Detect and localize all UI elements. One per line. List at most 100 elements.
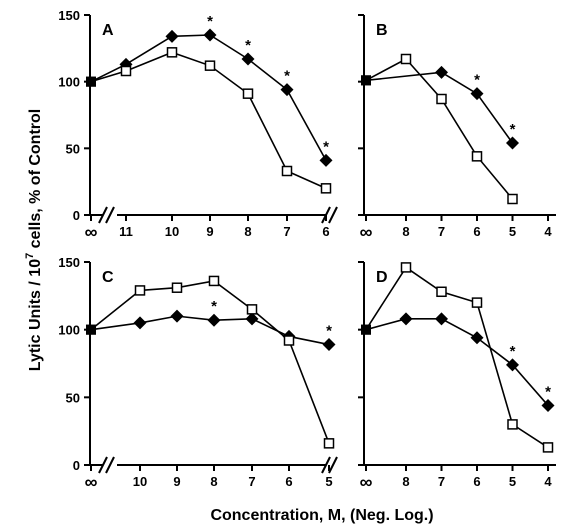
series-line-open-square: [365, 57, 514, 200]
y-axis-title-main: Lytic Units / 10: [27, 259, 44, 371]
x-tick-label: 6: [473, 224, 480, 239]
data-point-diamond: [470, 331, 484, 345]
data-point-square: [120, 65, 132, 77]
data-point-diamond: [170, 309, 184, 323]
y-tick-label: 0: [73, 458, 80, 473]
data-point-square: [242, 88, 254, 99]
x-tick-label: 5: [509, 224, 516, 239]
data-point-square: [436, 93, 447, 105]
series-line-filled-diamond: [365, 318, 549, 406]
series-line-filled-diamond: [90, 34, 327, 161]
significance-asterisk: *: [326, 323, 332, 340]
x-tick-label: ∞: [360, 222, 373, 242]
data-point-square: [507, 193, 518, 205]
y-tick-label: 150: [58, 255, 80, 270]
significance-asterisk: *: [545, 383, 551, 400]
y-tick-label: 150: [58, 8, 80, 23]
axis-break-mark: [328, 456, 338, 474]
data-point-square: [171, 282, 183, 293]
data-point-diamond: [203, 28, 217, 42]
panel-letter: D: [376, 269, 388, 286]
x-tick-label: 6: [473, 474, 480, 489]
axis-break-mark: [105, 206, 115, 224]
x-tick-label: 5: [325, 474, 332, 489]
axis-break-mark: [98, 206, 108, 224]
data-point-square: [400, 262, 412, 273]
data-point-square: [507, 419, 518, 430]
data-point-square: [400, 53, 412, 65]
x-axis-title: Concentration, M, (Neg. Log.): [210, 507, 433, 524]
data-point-square: [281, 165, 293, 177]
x-tick-label: 11: [119, 224, 133, 239]
data-point-control: [86, 76, 96, 87]
y-tick-label: 50: [66, 141, 80, 156]
data-point-control: [361, 75, 371, 86]
series-line-open-square: [365, 266, 549, 449]
data-point-diamond: [241, 52, 255, 66]
x-tick-label: 4: [544, 474, 552, 489]
significance-asterisk: *: [284, 68, 290, 85]
data-point-square: [436, 286, 447, 298]
x-tick-label: 10: [165, 224, 179, 239]
panel-a: 0 50 100 150 ∞ 11 10 9 8 7 6 A * * * *: [58, 8, 338, 242]
data-point-square: [471, 151, 483, 162]
y-tick-label: 100: [58, 323, 80, 338]
data-point-diamond: [506, 136, 519, 150]
significance-asterisk: *: [510, 343, 516, 360]
data-point-diamond: [322, 338, 336, 352]
data-point-diamond: [435, 65, 448, 79]
data-point-diamond: [165, 29, 179, 43]
panel-letter: A: [102, 22, 114, 39]
panel-d: ∞ 8 7 6 5 4 D * *: [358, 261, 556, 492]
x-tick-label: 6: [322, 224, 329, 239]
panel-letter: C: [102, 269, 114, 286]
data-point-square: [283, 335, 295, 346]
x-tick-label: 5: [509, 474, 516, 489]
axis-break-mark: [328, 206, 338, 224]
data-point-diamond: [245, 312, 259, 326]
significance-asterisk: *: [323, 138, 329, 155]
axis-break-mark: [98, 456, 108, 474]
significance-asterisk: *: [211, 298, 217, 315]
data-point-square: [246, 304, 258, 315]
series-line-filled-diamond: [365, 71, 514, 144]
data-point-diamond: [319, 153, 333, 167]
data-point-square: [208, 275, 220, 287]
data-point-diamond: [435, 312, 448, 326]
data-point-diamond: [399, 312, 413, 326]
data-point-square: [134, 285, 146, 296]
x-tick-label: 7: [438, 224, 445, 239]
data-point-square: [323, 438, 335, 449]
data-point-diamond: [470, 87, 484, 101]
data-point-diamond: [280, 83, 294, 97]
y-axis-title: Lytic Units / 107 cells, % of Control: [24, 109, 44, 371]
x-tick-label: ∞: [360, 472, 373, 492]
data-point-control: [361, 324, 371, 335]
x-tick-label: 8: [210, 474, 217, 489]
data-point-control: [86, 324, 96, 335]
data-point-square: [166, 47, 178, 58]
series-line-open-square: [90, 280, 330, 444]
x-tick-label: 8: [244, 224, 251, 239]
x-tick-label: 10: [133, 474, 147, 489]
data-point-square: [542, 442, 554, 453]
panel-b: ∞ 8 7 6 5 4 B * *: [358, 14, 556, 242]
y-axis-title-tail: cells, % of Control: [27, 109, 44, 253]
x-tick-label: ∞: [85, 222, 98, 242]
data-point-diamond: [133, 316, 147, 330]
significance-asterisk: *: [207, 13, 213, 30]
x-tick-label: 7: [283, 224, 290, 239]
significance-asterisk: *: [245, 37, 251, 54]
x-tick-label: 8: [402, 474, 409, 489]
significance-asterisk: *: [474, 72, 480, 89]
panel-c: 0 50 100 150 ∞ 10 9 8 7 6 5 C * *: [58, 255, 338, 492]
y-tick-label: 0: [73, 208, 80, 223]
x-tick-label: 7: [248, 474, 255, 489]
axis-break-mark: [105, 456, 115, 474]
data-point-square: [320, 183, 332, 194]
x-tick-label: 8: [402, 224, 409, 239]
y-tick-label: 100: [58, 75, 80, 90]
axis-break-mark: [321, 456, 331, 474]
data-point-diamond: [541, 398, 555, 412]
